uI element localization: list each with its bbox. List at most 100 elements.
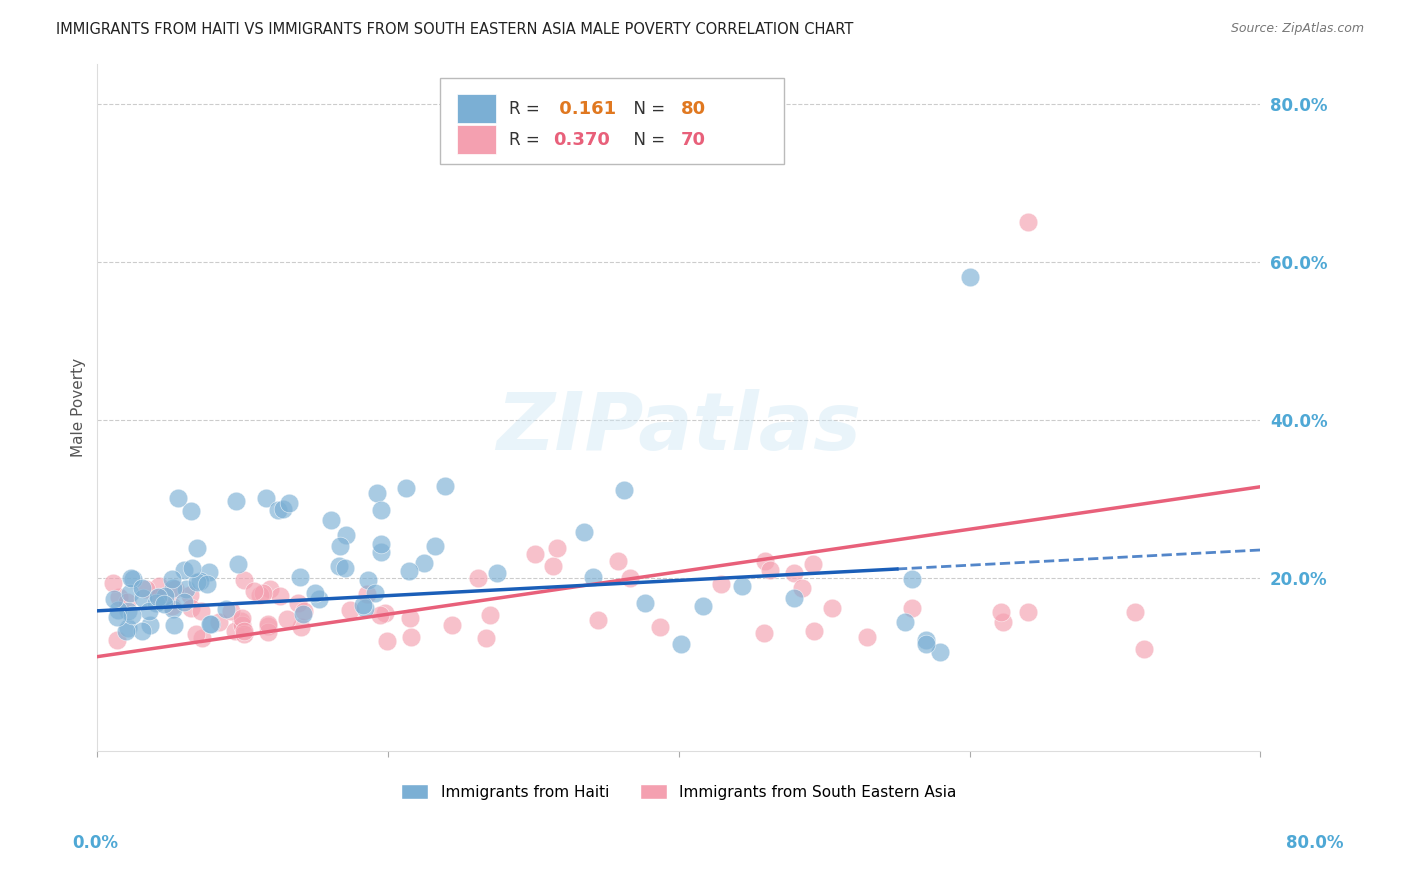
Point <box>254 491 277 505</box>
Point <box>915 633 938 648</box>
Point <box>184 627 207 641</box>
Point <box>208 615 231 629</box>
Point <box>914 636 936 650</box>
Point <box>546 541 568 556</box>
Point <box>135 582 157 596</box>
Point <box>153 597 176 611</box>
Point <box>441 618 464 632</box>
Point <box>173 595 195 609</box>
Point <box>180 504 202 518</box>
Point <box>162 599 184 614</box>
Point <box>855 630 877 644</box>
Text: ZIPatlas: ZIPatlas <box>496 390 862 467</box>
Point <box>541 559 564 574</box>
Point <box>269 589 291 603</box>
Point <box>195 577 218 591</box>
Point <box>364 586 387 600</box>
Point <box>792 581 814 595</box>
Point <box>478 608 501 623</box>
Point <box>132 591 155 605</box>
Point <box>335 528 357 542</box>
Point <box>754 554 776 568</box>
Text: 0.161: 0.161 <box>553 100 616 118</box>
Point <box>634 596 657 610</box>
Point <box>276 612 298 626</box>
Point <box>759 563 782 577</box>
Point <box>166 491 188 505</box>
Point <box>229 614 252 628</box>
Point <box>231 618 253 632</box>
Point <box>120 571 142 585</box>
Point <box>572 525 595 540</box>
Point <box>190 604 212 618</box>
Point <box>105 609 128 624</box>
Point <box>267 503 290 517</box>
Point <box>901 600 924 615</box>
Point <box>200 617 222 632</box>
Point <box>180 601 202 615</box>
Point <box>333 561 356 575</box>
Point <box>233 627 256 641</box>
Point <box>1123 605 1146 619</box>
Point <box>352 598 374 612</box>
Point <box>131 581 153 595</box>
Point <box>259 582 281 596</box>
Point <box>959 270 981 285</box>
Point <box>370 545 392 559</box>
Point <box>121 608 143 623</box>
Point <box>200 617 222 632</box>
Point <box>368 607 391 622</box>
Point <box>374 606 396 620</box>
Point <box>242 584 264 599</box>
Point <box>162 602 184 616</box>
Point <box>993 615 1015 629</box>
Y-axis label: Male Poverty: Male Poverty <box>72 359 86 458</box>
Point <box>180 561 202 575</box>
Point <box>523 547 546 561</box>
Point <box>139 617 162 632</box>
Point <box>613 483 636 497</box>
Point <box>894 615 917 629</box>
Point <box>581 570 603 584</box>
Point <box>163 618 186 632</box>
Point <box>319 513 342 527</box>
Point <box>145 595 167 609</box>
Point <box>356 587 378 601</box>
Point <box>370 503 392 517</box>
Point <box>179 589 201 603</box>
Text: 80: 80 <box>681 100 706 118</box>
Point <box>148 590 170 604</box>
Point <box>107 603 129 617</box>
Point <box>339 603 361 617</box>
Point <box>108 590 131 604</box>
Point <box>155 589 177 603</box>
Text: IMMIGRANTS FROM HAITI VS IMMIGRANTS FROM SOUTH EASTERN ASIA MALE POVERTY CORRELA: IMMIGRANTS FROM HAITI VS IMMIGRANTS FROM… <box>56 22 853 37</box>
Point <box>148 590 170 604</box>
Point <box>120 586 142 600</box>
Point <box>398 564 420 578</box>
Point <box>782 566 804 580</box>
Point <box>990 605 1012 619</box>
Point <box>290 620 312 634</box>
Point <box>754 626 776 640</box>
Point <box>215 602 238 616</box>
Point <box>354 601 377 615</box>
Point <box>225 494 247 508</box>
Point <box>278 495 301 509</box>
Point <box>131 624 153 639</box>
Text: 0.0%: 0.0% <box>73 834 118 852</box>
Text: R =: R = <box>509 100 546 118</box>
Point <box>188 574 211 588</box>
Point <box>291 607 314 621</box>
Point <box>292 604 315 618</box>
Point <box>224 624 246 639</box>
FancyBboxPatch shape <box>457 125 496 154</box>
Point <box>233 624 256 638</box>
Point <box>607 554 630 568</box>
FancyBboxPatch shape <box>457 95 496 123</box>
Point <box>399 611 422 625</box>
Point <box>165 582 187 596</box>
Point <box>160 572 183 586</box>
Point <box>231 611 253 625</box>
Point <box>186 575 208 590</box>
